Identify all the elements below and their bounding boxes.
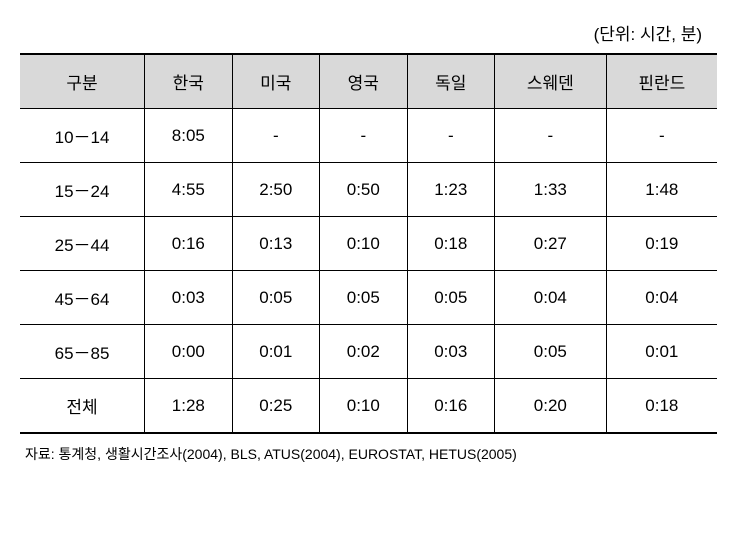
table-cell: 0:10 — [320, 217, 407, 271]
table-cell: 0:13 — [232, 217, 319, 271]
column-header: 영국 — [320, 54, 407, 109]
table-cell: 0:18 — [606, 379, 717, 434]
table-cell: 8:05 — [145, 109, 232, 163]
table-cell: 0:05 — [407, 271, 494, 325]
table-cell: 0:25 — [232, 379, 319, 434]
table-cell: 0:19 — [606, 217, 717, 271]
table-cell: - — [232, 109, 319, 163]
table-cell: 2:50 — [232, 163, 319, 217]
column-header: 구분 — [20, 54, 145, 109]
column-header: 미국 — [232, 54, 319, 109]
table-cell: 25－44 — [20, 217, 145, 271]
table-cell: 4:55 — [145, 163, 232, 217]
table-cell: 0:05 — [320, 271, 407, 325]
table-cell: 15－24 — [20, 163, 145, 217]
table-body: 10－14 8:05 - - - - - 15－24 4:55 2:50 0:5… — [20, 109, 717, 434]
column-header: 한국 — [145, 54, 232, 109]
table-cell: 0:18 — [407, 217, 494, 271]
table-cell: 0:05 — [495, 325, 607, 379]
table-cell: 65－85 — [20, 325, 145, 379]
source-citation: 자료: 통계청, 생활시간조사(2004), BLS, ATUS(2004), … — [20, 444, 717, 464]
table-cell: 0:03 — [407, 325, 494, 379]
table-cell: 0:01 — [232, 325, 319, 379]
table-cell: 1:48 — [606, 163, 717, 217]
table-row: 10－14 8:05 - - - - - — [20, 109, 717, 163]
table-row: 45－64 0:03 0:05 0:05 0:05 0:04 0:04 — [20, 271, 717, 325]
unit-label: (단위: 시간, 분) — [20, 20, 717, 45]
data-table: 구분 한국 미국 영국 독일 스웨덴 핀란드 10－14 8:05 - - - … — [20, 53, 717, 434]
table-row: 25－44 0:16 0:13 0:10 0:18 0:27 0:19 — [20, 217, 717, 271]
table-cell: 0:10 — [320, 379, 407, 434]
table-cell: 0:16 — [145, 217, 232, 271]
table-cell: - — [320, 109, 407, 163]
table-cell: 1:23 — [407, 163, 494, 217]
table-row: 65－85 0:00 0:01 0:02 0:03 0:05 0:01 — [20, 325, 717, 379]
column-header: 독일 — [407, 54, 494, 109]
table-cell: 0:04 — [606, 271, 717, 325]
table-cell: 0:01 — [606, 325, 717, 379]
column-header: 스웨덴 — [495, 54, 607, 109]
table-cell: 10－14 — [20, 109, 145, 163]
table-cell: 0:03 — [145, 271, 232, 325]
table-cell: 1:33 — [495, 163, 607, 217]
table-cell: 0:50 — [320, 163, 407, 217]
table-row: 전체 1:28 0:25 0:10 0:16 0:20 0:18 — [20, 379, 717, 434]
table-cell: 0:20 — [495, 379, 607, 434]
table-cell: 0:16 — [407, 379, 494, 434]
table-cell: 전체 — [20, 379, 145, 434]
table-cell: 0:00 — [145, 325, 232, 379]
table-cell: 1:28 — [145, 379, 232, 434]
table-cell: - — [495, 109, 607, 163]
table-cell: - — [407, 109, 494, 163]
table-cell: - — [606, 109, 717, 163]
table-cell: 45－64 — [20, 271, 145, 325]
table-cell: 0:05 — [232, 271, 319, 325]
column-header: 핀란드 — [606, 54, 717, 109]
table-cell: 0:04 — [495, 271, 607, 325]
table-cell: 0:27 — [495, 217, 607, 271]
table-cell: 0:02 — [320, 325, 407, 379]
table-row: 15－24 4:55 2:50 0:50 1:23 1:33 1:48 — [20, 163, 717, 217]
table-header-row: 구분 한국 미국 영국 독일 스웨덴 핀란드 — [20, 54, 717, 109]
